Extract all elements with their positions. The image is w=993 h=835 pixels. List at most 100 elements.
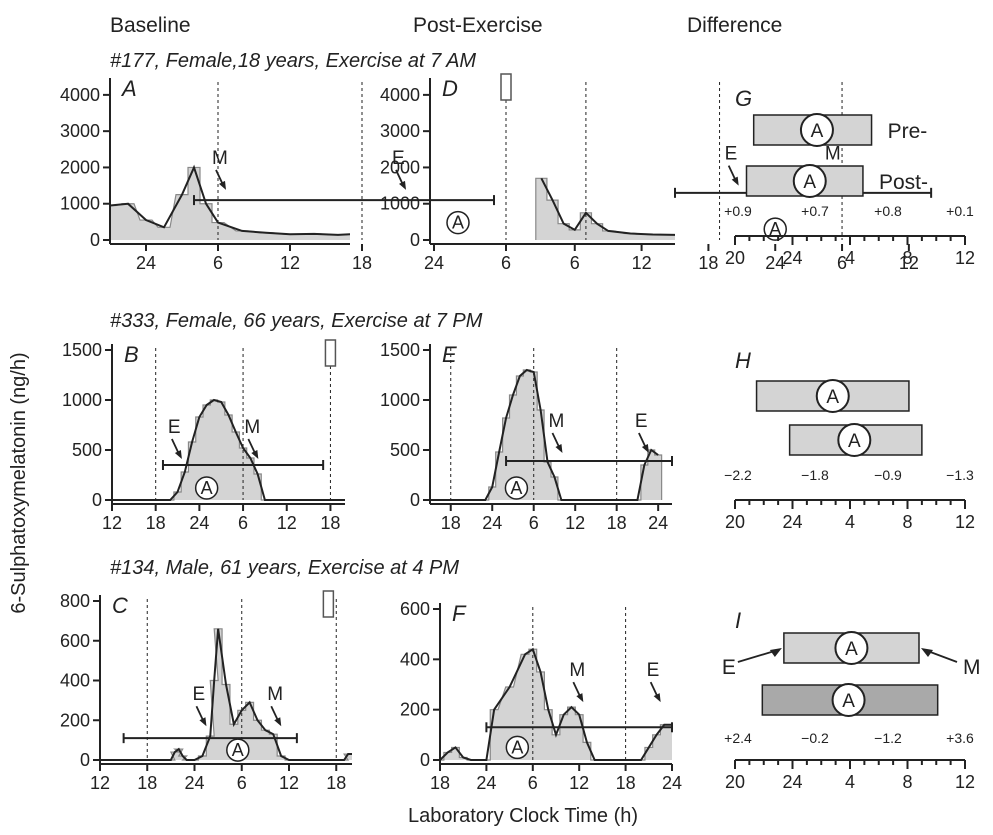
difference-value: +0.1 — [946, 203, 974, 219]
y-tick-label: 2000 — [380, 157, 420, 177]
difference-value: −1.8 — [801, 467, 829, 483]
difference-value: −0.9 — [874, 467, 902, 483]
onset-offset-label: E — [392, 148, 405, 169]
onset-label: E — [722, 656, 736, 679]
exercise-marker — [500, 73, 512, 101]
onset-offset-label: E — [725, 144, 738, 165]
acrophase-circle — [834, 631, 869, 665]
acrophase-label: A — [511, 737, 523, 757]
x-tick-label: 24 — [782, 512, 802, 532]
y-tick-label: 3000 — [380, 121, 420, 141]
x-tick-label: 18 — [137, 773, 157, 793]
y-tick-label: 500 — [72, 440, 102, 460]
x-tick-label: 6 — [501, 253, 511, 273]
x-tick-label: 18 — [320, 513, 340, 533]
y-tick-label: 200 — [400, 700, 430, 720]
difference-value: +3.6 — [946, 730, 974, 746]
label-arrowhead — [219, 180, 226, 190]
y-tick-label: 1000 — [60, 194, 100, 214]
panel-letter: E — [442, 342, 457, 367]
y-tick-label: 500 — [390, 440, 420, 460]
y-tick-label: 200 — [60, 710, 90, 730]
difference-value: −1.3 — [946, 467, 974, 483]
acrophase-label: A — [842, 691, 855, 712]
y-tick-label: 3000 — [60, 121, 100, 141]
x-tick-label: 12 — [899, 253, 919, 273]
x-tick-label: 6 — [238, 513, 248, 533]
x-tick-label: 12 — [955, 512, 975, 532]
histogram-steps — [430, 369, 663, 501]
panel-letter: G — [735, 86, 752, 111]
x-tick-label: 20 — [725, 512, 745, 532]
acrophase-circle — [815, 379, 850, 413]
x-tick-label: 24 — [424, 253, 444, 273]
onset-offset-label: E — [635, 411, 648, 432]
x-tick-label: 18 — [698, 253, 718, 273]
label-arrowhead — [555, 444, 563, 453]
histogram-area — [430, 370, 662, 500]
difference-value: +0.7 — [801, 203, 829, 219]
panel-g: G A Pre- A Post- +0.9 +0.7 +0.8 +0.1 20 24 4 8 12 — [724, 86, 975, 268]
x-tick-label: 12 — [90, 773, 110, 793]
y-tick-label: 2000 — [60, 157, 100, 177]
x-tick-label: 8 — [902, 248, 912, 268]
onset-offset-label: E — [192, 684, 205, 705]
difference-value: +2.4 — [724, 730, 752, 746]
x-tick-label: 24 — [189, 513, 209, 533]
difference-value: −2.2 — [724, 467, 752, 483]
panel-letter: F — [452, 601, 467, 626]
panel-letter: D — [442, 76, 458, 101]
exercise-marker — [322, 590, 335, 618]
label-arrowhead — [653, 693, 661, 703]
data-curve — [440, 647, 672, 761]
x-tick-label: 24 — [184, 773, 204, 793]
onset-offset-label: M — [548, 411, 564, 432]
difference-value: +0.9 — [724, 203, 752, 219]
x-tick-label: 24 — [782, 772, 802, 792]
x-tick-label: 18 — [616, 773, 636, 793]
acrophase-circle — [837, 423, 872, 457]
panel-letter: C — [112, 593, 128, 618]
y-tick-label: 400 — [400, 649, 430, 669]
offset-label: M — [963, 656, 981, 679]
acrophase-label: A — [845, 639, 858, 660]
y-tick-label: 1500 — [62, 340, 102, 360]
y-tick-label: 1000 — [62, 390, 102, 410]
x-tick-label: 6 — [213, 253, 223, 273]
histogram-area — [110, 167, 350, 240]
label-arrowhead — [731, 176, 739, 186]
column-header-post-exercise: Post-Exercise — [413, 14, 543, 37]
x-tick-label: 18 — [607, 513, 627, 533]
difference-value: −0.2 — [801, 730, 829, 746]
panel-letter: I — [735, 608, 741, 633]
x-tick-label: 18 — [146, 513, 166, 533]
x-tick-label: 8 — [902, 512, 912, 532]
acrophase-circle — [792, 164, 827, 198]
x-tick-label: 4 — [845, 772, 855, 792]
y-tick-label: 0 — [410, 230, 420, 250]
bar-series-label: Post- — [879, 171, 928, 194]
exercise-marker — [324, 339, 337, 367]
row-title-3: #134, Male, 61 years, Exercise at 4 PM — [110, 557, 459, 579]
y-axis-title: 6-Sulphatoxymelatonin (ng/h) — [8, 352, 30, 613]
label-arrowhead — [399, 180, 406, 190]
acrophase-circle — [799, 113, 834, 147]
onset-offset-label: M — [569, 660, 585, 681]
acrophase-label: A — [803, 172, 816, 193]
difference-value: −1.2 — [874, 730, 902, 746]
x-tick-label: 20 — [725, 772, 745, 792]
x-tick-label: 12 — [279, 773, 299, 793]
data-curve — [540, 177, 675, 236]
x-tick-label: 12 — [565, 513, 585, 533]
acrophase-label: A — [826, 387, 839, 408]
panel-f: M E A 0 200 400 600 18 24 6 12 18 24 F — [400, 599, 682, 793]
x-tick-label: 24 — [648, 513, 668, 533]
x-tick-label: 12 — [277, 513, 297, 533]
x-tick-label: 6 — [237, 773, 247, 793]
x-tick-label: 18 — [326, 773, 346, 793]
x-tick-label: 24 — [662, 773, 682, 793]
y-tick-label: 1000 — [380, 194, 420, 214]
acrophase-circle — [505, 735, 530, 760]
